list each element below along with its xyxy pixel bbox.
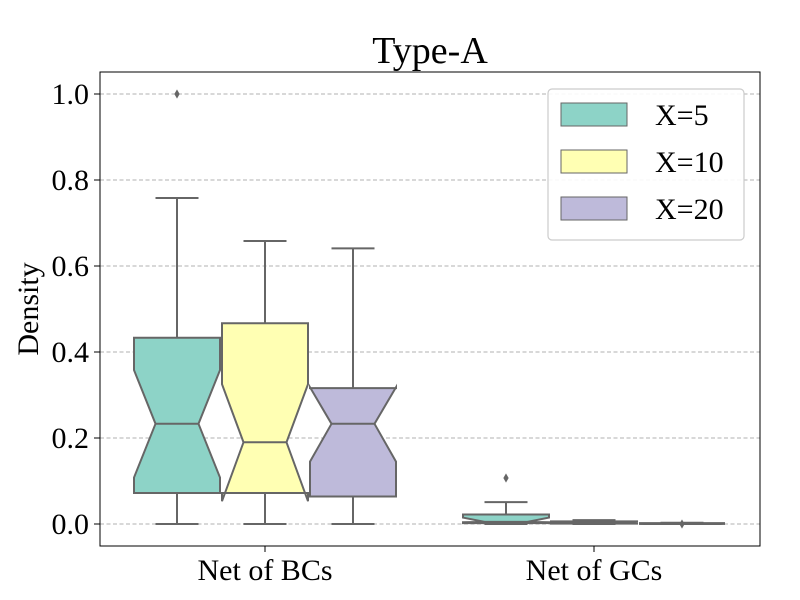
y-tick-label: 0.2	[52, 422, 90, 455]
outlier-point	[503, 473, 509, 483]
x-tick-label: Net of GCs	[526, 554, 663, 587]
legend-label: X=20	[655, 193, 724, 226]
legend-label: X=5	[655, 99, 709, 132]
x-tick-label: Net of BCs	[198, 554, 333, 587]
y-tick-label: 0.8	[52, 164, 90, 197]
y-tick-label: 0.6	[52, 250, 90, 283]
y-tick-label: 0.0	[52, 508, 90, 541]
y-tick-label: 1.0	[52, 78, 90, 111]
axes: 0.0 0.2 0.4 0.6 0.8 1.0 Net of BCs Net of GCs	[52, 78, 663, 587]
plot-frame	[99, 71, 761, 547]
y-tick-label: 0.4	[52, 336, 90, 369]
box	[133, 336, 221, 495]
legend: X=5 X=10 X=20	[547, 88, 745, 241]
outlier-point	[174, 89, 180, 99]
legend-swatch	[560, 149, 628, 174]
y-axis-label: Density	[12, 262, 45, 355]
legend-swatch	[560, 196, 628, 221]
box	[309, 383, 397, 498]
box	[221, 322, 309, 502]
chart-title: Type-A	[372, 30, 488, 72]
legend-swatch	[560, 102, 628, 127]
outlier-point	[679, 519, 685, 529]
boxplot-series	[133, 89, 726, 529]
legend-label: X=10	[655, 146, 724, 179]
